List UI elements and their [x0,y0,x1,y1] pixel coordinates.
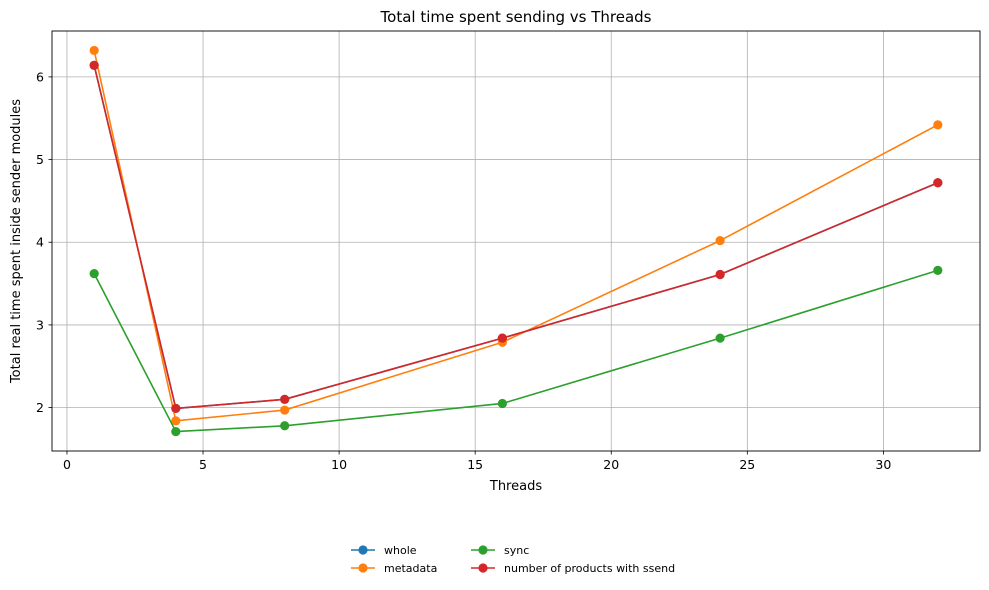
x-tick-label: 30 [875,457,891,472]
x-tick-label: 0 [63,457,71,472]
data-point [933,265,943,275]
data-point [280,394,290,404]
series-sync [89,265,943,437]
y-tick-label: 4 [36,235,44,250]
legend-label: metadata [384,562,437,575]
series-whole [89,60,943,414]
legend: whole metadata sync number of products with… [351,544,675,575]
data-point [171,403,181,414]
legend-item: number of products with ssend [471,562,675,575]
data-point [497,333,507,343]
series-number-of-products-with-ssend [89,60,943,414]
ticks: 0 5 10 15 20 25 30 2 3 4 5 6 [36,69,891,472]
legend-label: sync [504,544,529,557]
legend-item: whole [351,544,417,557]
data-point [280,405,290,415]
legend-marker [358,545,368,555]
series-line [93,65,939,410]
data-point [715,333,725,343]
plot-frame [51,30,981,452]
x-tick-label: 25 [739,457,755,472]
x-tick-label: 15 [467,457,483,472]
data-point [715,269,725,280]
series-layer [89,45,943,437]
y-tick-label: 5 [36,152,44,167]
x-tick-label: 10 [331,457,347,472]
x-axis-title: Threads [489,479,542,494]
data-point [933,120,943,130]
data-point [497,398,507,409]
legend-label: whole [384,544,417,557]
data-point [171,416,181,426]
legend-item: sync [471,544,529,557]
legend-marker [478,563,488,573]
data-point [89,269,99,279]
data-point [171,426,181,437]
legend-label: number of products with ssend [504,562,675,575]
legend-item: metadata [351,562,437,575]
data-point [89,45,99,56]
chart-title: Total time spent sending vs Threads [380,8,652,26]
grid [52,31,980,451]
legend-marker [478,545,488,555]
legend-marker [358,563,368,573]
y-tick-label: 6 [36,69,44,84]
series-line [93,269,939,433]
y-tick-label: 2 [36,400,44,415]
data-point [280,421,290,431]
data-point [715,235,725,246]
x-tick-label: 5 [199,457,207,472]
data-point [89,60,99,70]
data-point [933,178,943,188]
x-tick-label: 20 [603,457,619,472]
series-line [93,50,939,422]
y-axis-title: Total real time spent inside sender modu… [9,99,24,384]
series-metadata [89,45,943,426]
y-tick-label: 3 [36,317,44,332]
